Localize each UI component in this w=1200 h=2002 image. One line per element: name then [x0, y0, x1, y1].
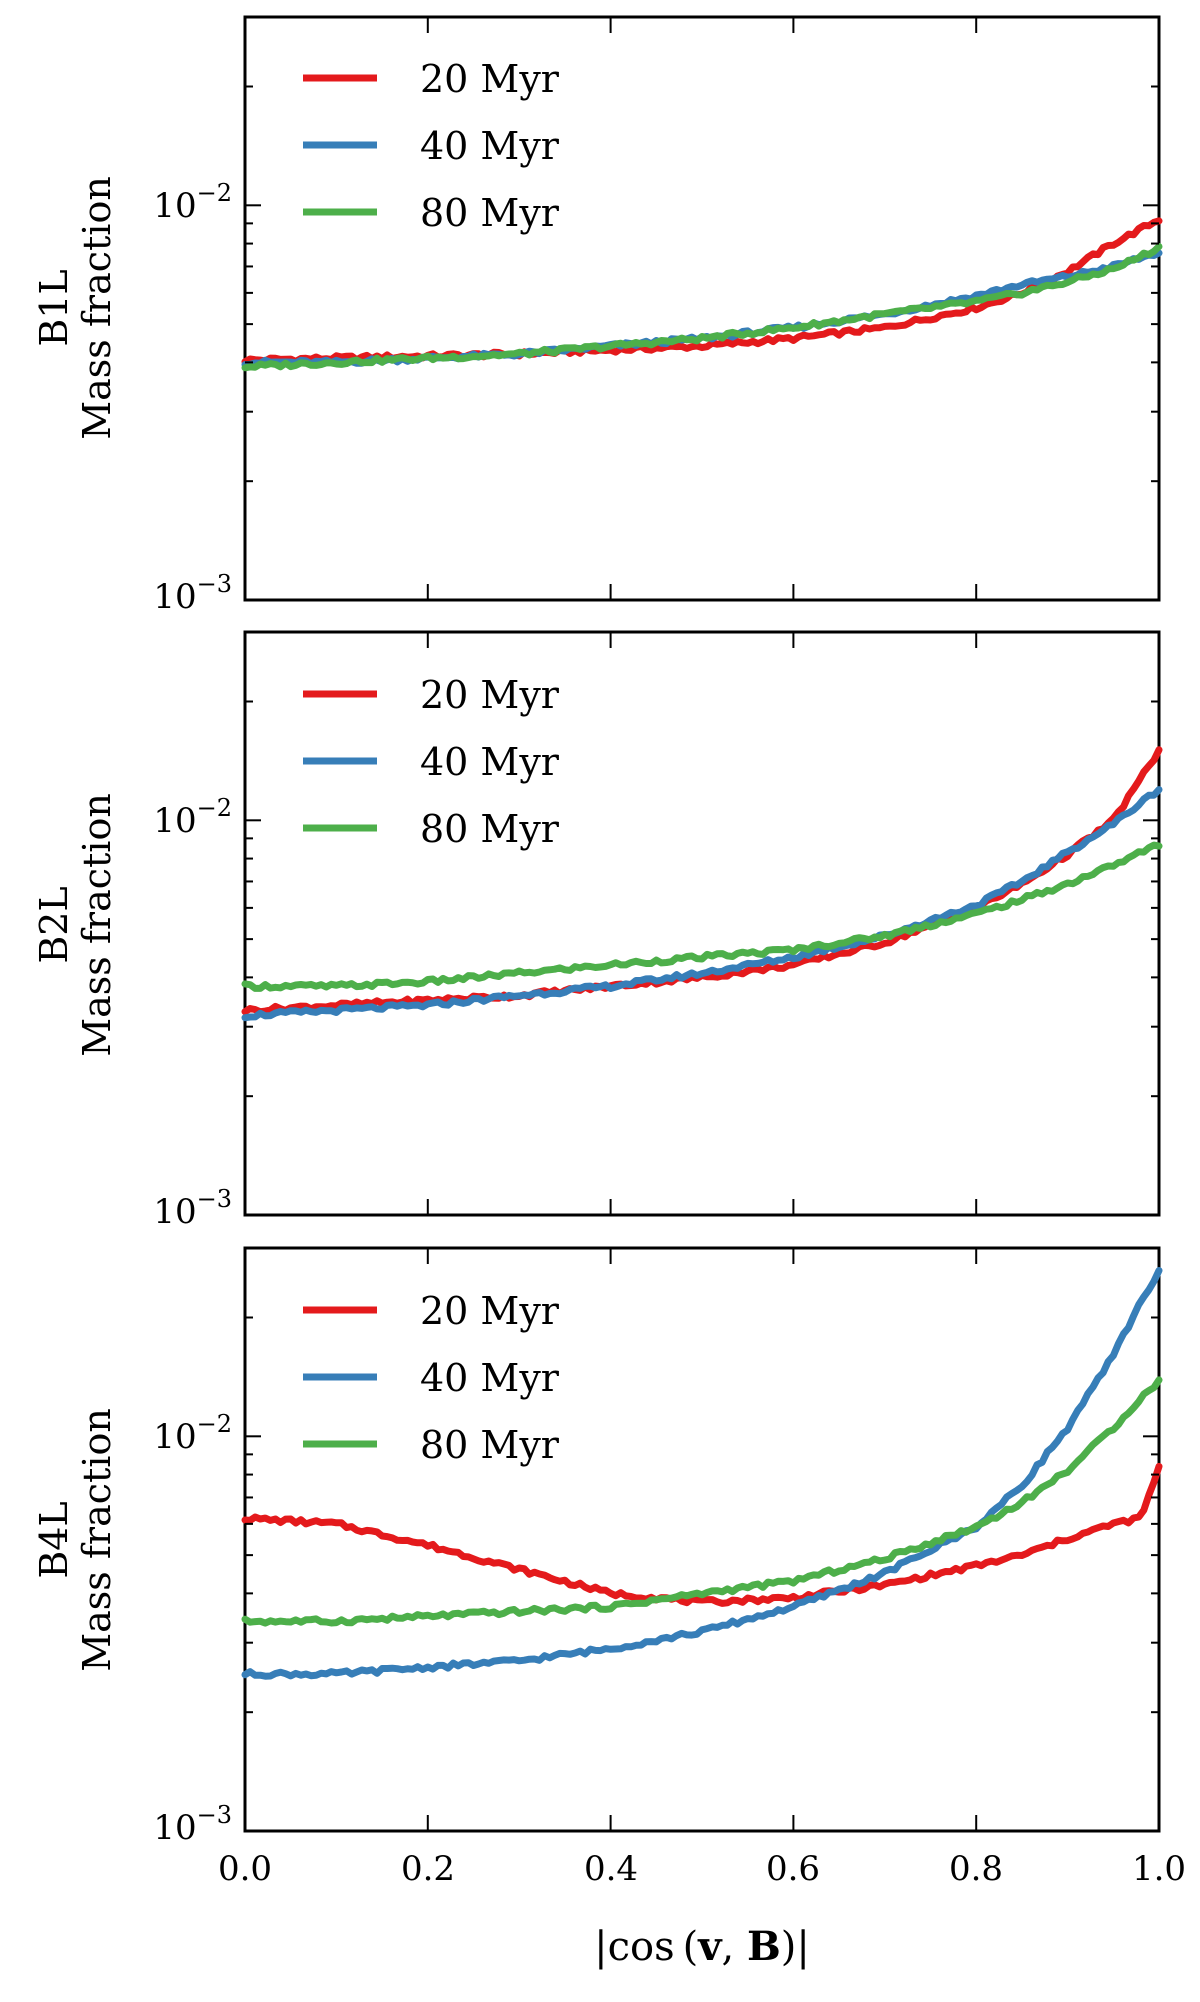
- series-line-40-myr: [241, 786, 1163, 1022]
- panel-label: B1L: [32, 269, 76, 346]
- y-tick-label-10-2: 10−2: [153, 179, 232, 226]
- panel-label: B2L: [32, 886, 76, 963]
- series-layer: [241, 1267, 1163, 1680]
- series-line-80-myr: [241, 1376, 1163, 1627]
- plot-frame: [243, 1246, 1161, 1833]
- x-tick-label: 0.6: [766, 1849, 820, 1889]
- legend-label-80-myr: 80 Myr: [420, 807, 560, 851]
- series-line-80-myr: [241, 841, 1163, 992]
- x-tick-label: 0.0: [218, 1849, 272, 1889]
- y-tick-label-10-2: 10−2: [153, 1410, 232, 1457]
- plot-frame: [243, 630, 1161, 1217]
- axis-layer: [244, 631, 1160, 1216]
- panel-b2l: B2L Mass fraction 10−2 10−3 20 Myr 40 My…: [32, 630, 1163, 1232]
- panel-b1l: B1L Mass fraction 10−2 10−3 20 Myr 40 My…: [32, 15, 1163, 617]
- legend-label-40-myr: 40 Myr: [420, 1356, 560, 1400]
- series-line-40-myr: [241, 1267, 1163, 1680]
- y-tick-label-10-3: 10−3: [153, 1801, 232, 1848]
- legend-label-20-myr: 20 Myr: [420, 1289, 560, 1333]
- x-tick-labels: 0.0 0.2 0.4 0.6 0.8 1.0: [218, 1849, 1186, 1889]
- legend: 20 Myr 40 Myr 80 Myr: [303, 1289, 560, 1467]
- x-tick-label: 0.8: [949, 1849, 1003, 1889]
- x-tick-label: 0.4: [584, 1849, 638, 1889]
- x-tick-label: 1.0: [1132, 1849, 1186, 1889]
- plot-frame: [243, 15, 1161, 602]
- series-layer: [241, 746, 1163, 1022]
- axis-layer: [244, 16, 1160, 601]
- x-tick-label: 0.2: [401, 1849, 455, 1889]
- legend-label-80-myr: 80 Myr: [420, 191, 560, 235]
- series-line-80-myr: [241, 243, 1163, 372]
- y-axis-label: Mass fraction: [75, 793, 119, 1057]
- y-tick-label-10-3: 10−3: [153, 1185, 232, 1232]
- legend-label-20-myr: 20 Myr: [420, 673, 560, 717]
- y-axis-label: Mass fraction: [75, 176, 119, 440]
- legend-label-40-myr: 40 Myr: [420, 740, 560, 784]
- y-tick-label-10-3: 10−3: [153, 570, 232, 617]
- x-axis-label: |cos (v, B)|: [594, 1923, 810, 1970]
- legend: 20 Myr 40 Myr 80 Myr: [303, 673, 560, 851]
- legend: 20 Myr 40 Myr 80 Myr: [303, 57, 560, 235]
- panel-b4l: B4L Mass fraction 10−2 10−3 20 Myr 40 My…: [32, 1246, 1163, 1848]
- axis-layer: [244, 1247, 1160, 1832]
- y-tick-label-10-2: 10−2: [153, 794, 232, 841]
- legend-label-20-myr: 20 Myr: [420, 57, 560, 101]
- legend-label-80-myr: 80 Myr: [420, 1423, 560, 1467]
- panel-label: B4L: [32, 1501, 76, 1578]
- series-line-20-myr: [241, 1462, 1163, 1607]
- y-axis-label: Mass fraction: [75, 1408, 119, 1672]
- series-layer: [241, 217, 1163, 372]
- legend-label-40-myr: 40 Myr: [420, 124, 560, 168]
